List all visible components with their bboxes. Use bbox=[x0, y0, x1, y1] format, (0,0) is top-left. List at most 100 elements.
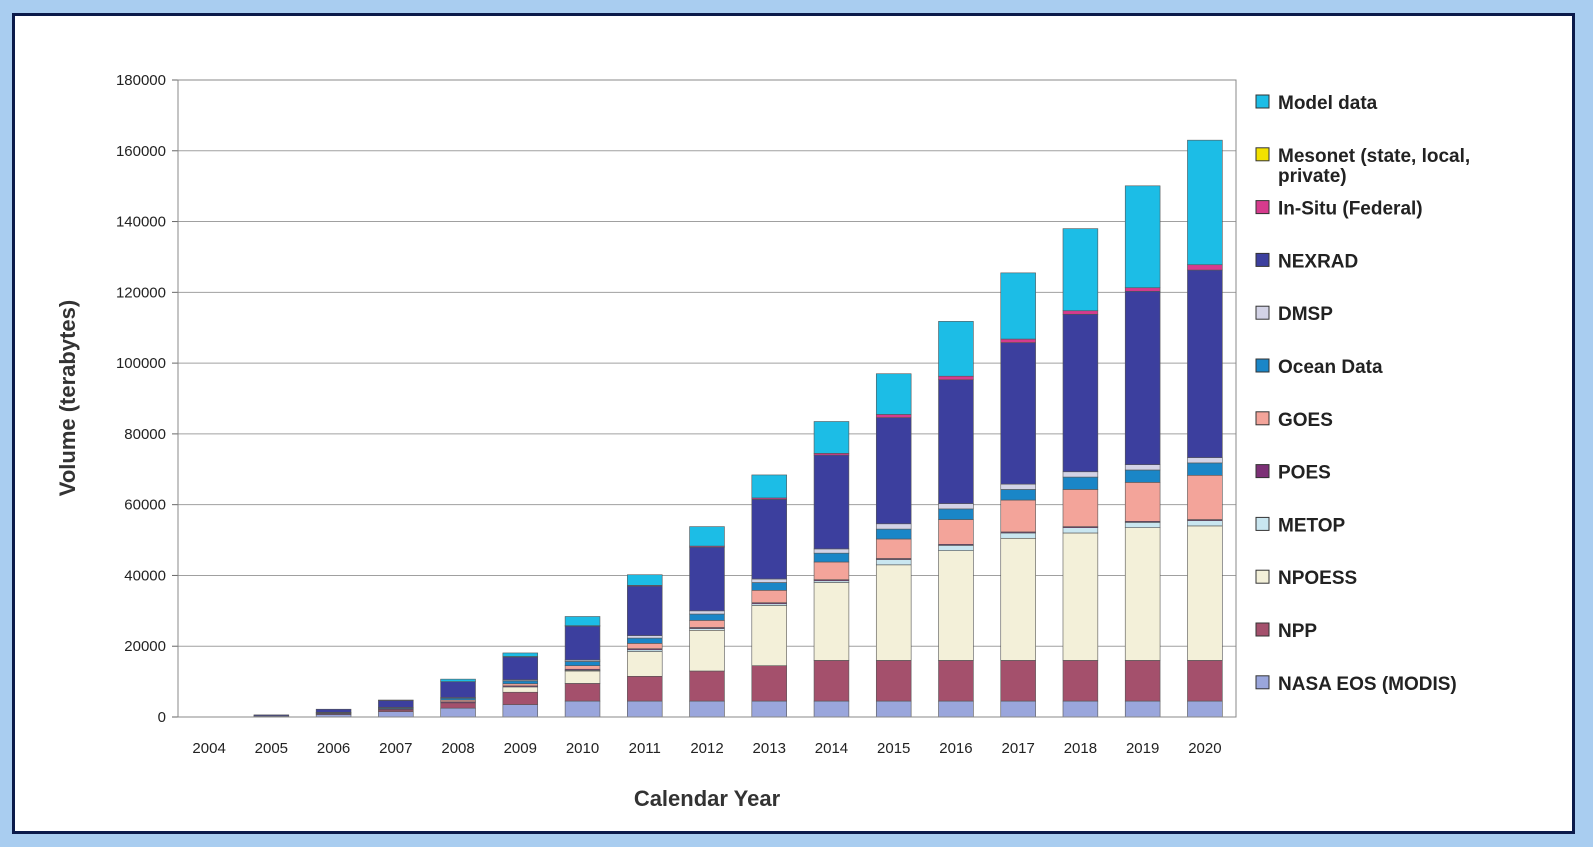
bar-segment bbox=[502, 683, 539, 687]
bar-segment bbox=[1000, 483, 1036, 490]
y-tick-label: 160000 bbox=[116, 143, 166, 160]
x-tick-label: 2005 bbox=[255, 740, 288, 757]
x-tick-label: 2017 bbox=[1001, 740, 1034, 757]
bar-segment bbox=[1062, 476, 1099, 490]
legend-item: Model data bbox=[1255, 93, 1378, 114]
x-tick-label: 2009 bbox=[504, 740, 537, 757]
x-tick-label: 2007 bbox=[379, 740, 412, 757]
legend-swatch bbox=[1255, 622, 1270, 637]
legend-swatch bbox=[1255, 94, 1270, 109]
bar-stack-2009 bbox=[502, 652, 539, 718]
y-axis-title: Volume (terabytes) bbox=[55, 300, 80, 496]
bar-segment bbox=[1187, 525, 1223, 661]
legend-item: NASA EOS (MODIS) bbox=[1255, 674, 1457, 695]
bar-segment bbox=[751, 578, 787, 583]
plot-border bbox=[177, 79, 1237, 718]
bar-segment bbox=[875, 417, 912, 525]
legend-swatch bbox=[1255, 516, 1270, 531]
bar-segment bbox=[689, 613, 725, 621]
bar-segment bbox=[1062, 700, 1099, 718]
bar-stack-2017 bbox=[1000, 272, 1036, 718]
bar-segment bbox=[689, 629, 725, 672]
legend-item: DMSP bbox=[1255, 304, 1333, 325]
bar-segment bbox=[1000, 532, 1036, 539]
bar-segment bbox=[440, 702, 476, 709]
bar-segment bbox=[813, 552, 850, 563]
bar-segment bbox=[1062, 660, 1099, 702]
bar-segment bbox=[378, 699, 414, 701]
x-tick-labels: 2004 2005 2006 2007 2008 2009 2010 2011 2012 2013… bbox=[192, 740, 1221, 757]
bar-segment bbox=[440, 678, 476, 682]
bar-segment bbox=[502, 680, 539, 685]
legend-label: GOES bbox=[1278, 410, 1333, 431]
legend-item: NEXRAD bbox=[1255, 251, 1358, 272]
x-tick-label: 2015 bbox=[877, 740, 910, 757]
bar-segment bbox=[1124, 527, 1161, 661]
bar-segment bbox=[938, 375, 974, 381]
bar-stack-2008 bbox=[440, 678, 476, 718]
bar-segment bbox=[1187, 139, 1223, 266]
legend-label: NPOESS bbox=[1278, 568, 1357, 589]
bar-segment bbox=[689, 700, 725, 718]
x-tick-label: 2013 bbox=[753, 740, 786, 757]
bar-segment bbox=[1187, 457, 1223, 464]
bar-segment bbox=[689, 610, 725, 615]
legend-label: DMSP bbox=[1278, 304, 1333, 325]
bar-segment bbox=[502, 691, 539, 705]
y-tick-label: 140000 bbox=[116, 214, 166, 231]
y-tick-label: 20000 bbox=[124, 638, 166, 655]
legend-item: POES bbox=[1255, 463, 1331, 484]
bar-segment bbox=[1124, 464, 1161, 471]
legend-item: METOP bbox=[1255, 515, 1346, 536]
bar-segment bbox=[1000, 342, 1036, 485]
legend-item: GOES bbox=[1255, 410, 1333, 431]
bar-segment bbox=[751, 605, 787, 666]
legend-swatch bbox=[1255, 358, 1270, 373]
legend-label: Ocean Data bbox=[1278, 357, 1383, 378]
bar-segment bbox=[1187, 269, 1223, 458]
bar-segment bbox=[1124, 469, 1161, 483]
bar-segment bbox=[502, 686, 539, 693]
bar-stack-2006 bbox=[315, 708, 352, 718]
bar-segment bbox=[1062, 310, 1099, 315]
x-tick-label: 2016 bbox=[939, 740, 972, 757]
legend-item: NPOESS bbox=[1255, 568, 1357, 589]
bar-segment bbox=[689, 620, 725, 628]
bar-segment bbox=[627, 637, 663, 644]
bar-segment bbox=[627, 585, 663, 636]
bar-segment bbox=[751, 590, 787, 603]
bar-segment bbox=[938, 503, 974, 510]
bar-stack-2011 bbox=[627, 574, 663, 718]
legend-swatch bbox=[1255, 569, 1270, 584]
legend-swatch bbox=[1255, 411, 1270, 426]
legend-item: In-Situ (Federal) bbox=[1255, 199, 1423, 220]
bar-segment bbox=[875, 564, 912, 661]
bar-segment bbox=[875, 414, 912, 418]
legend-label: NASA EOS (MODIS) bbox=[1278, 674, 1457, 695]
bar-segment bbox=[938, 508, 974, 520]
bar-segment bbox=[564, 683, 601, 702]
bar-segment bbox=[938, 545, 974, 551]
bar-segment bbox=[502, 704, 539, 718]
bar-segment bbox=[1000, 489, 1036, 501]
legend-swatch bbox=[1255, 252, 1270, 267]
legend-label: In-Situ (Federal) bbox=[1278, 199, 1423, 220]
bar-segment bbox=[938, 700, 974, 718]
bar-stack-2014 bbox=[813, 421, 850, 718]
bar-segment bbox=[564, 700, 601, 718]
bar-segment bbox=[564, 665, 601, 670]
x-tick-label: 2018 bbox=[1064, 740, 1097, 757]
bar-stack-2010 bbox=[564, 616, 601, 718]
bar-segment bbox=[1124, 522, 1161, 528]
bar-segment bbox=[1187, 700, 1223, 718]
bar-segment bbox=[875, 373, 912, 415]
bar-segment bbox=[751, 665, 787, 702]
bar-segment bbox=[875, 660, 912, 702]
legend-swatch bbox=[1255, 305, 1270, 320]
y-tick-label: 80000 bbox=[124, 426, 166, 443]
bar-segment bbox=[875, 523, 912, 530]
bar-segment bbox=[813, 548, 850, 554]
legend-item: Mesonet (state, local, private) bbox=[1255, 146, 1470, 187]
bar-stack-2020 bbox=[1187, 139, 1223, 718]
